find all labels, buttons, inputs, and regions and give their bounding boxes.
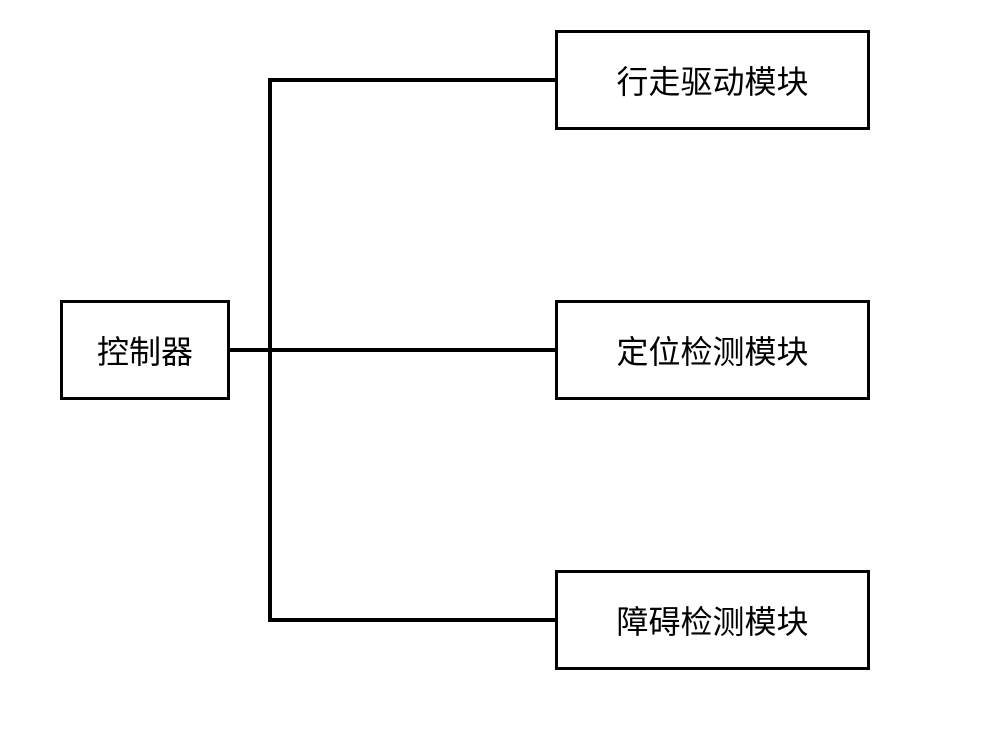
position-detect-node: 定位检测模块 [555,300,870,400]
controller-node: 控制器 [60,300,230,400]
connector-h-bottom [268,618,555,622]
connector-v-bottom [268,348,272,622]
walk-drive-label: 行走驱动模块 [616,57,808,103]
obstacle-detect-label: 障碍检测模块 [616,597,808,643]
walk-drive-node: 行走驱动模块 [555,30,870,130]
obstacle-detect-node: 障碍检测模块 [555,570,870,670]
connector-v-top [268,78,272,352]
position-detect-label: 定位检测模块 [616,327,808,373]
controller-label: 控制器 [97,327,193,373]
connector-main-h [230,348,555,352]
connector-h-top [268,78,555,82]
